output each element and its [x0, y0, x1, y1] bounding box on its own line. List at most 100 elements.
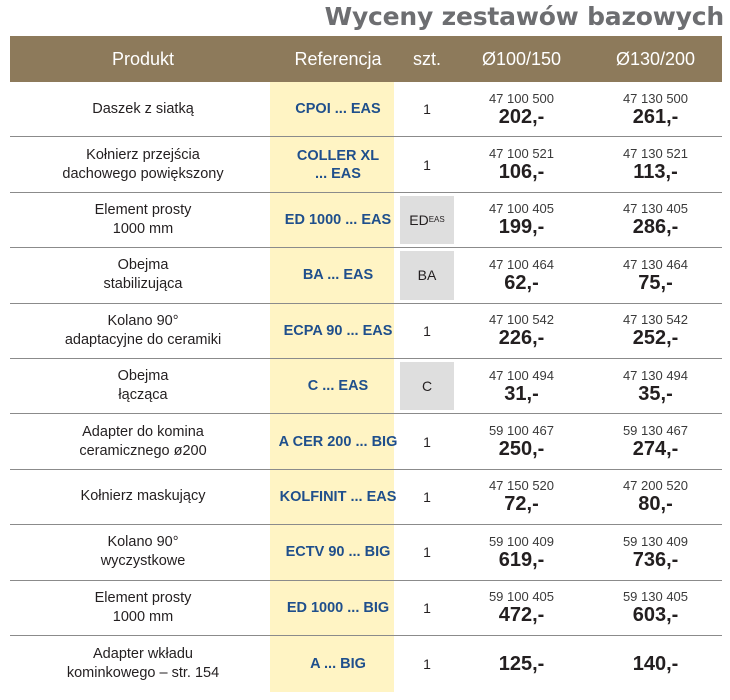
product-name: Adapter do komina ceramicznego ø200 [79, 423, 207, 459]
price-cell-130-200: 47 130 464 75,- [589, 248, 722, 302]
price: 286,- [632, 216, 679, 239]
price-cell-130-200: 47 130 405 286,- [589, 193, 722, 247]
quantity: 1 [400, 525, 454, 579]
price-cell-130-200: 47 130 494 35,- [589, 359, 722, 413]
product-name: Obejma łącząca [117, 368, 169, 404]
quantity: ED EAS [400, 195, 454, 245]
price: 472,- [498, 604, 545, 627]
reference-code: ECTV 90 ... BIG [285, 544, 391, 561]
price-cell-130-200: 140,- [589, 636, 722, 691]
quantity-value: 1 [423, 433, 431, 450]
price-table: Daszek z siatką CPOI ... EAS 1 47 100 500 20… [10, 82, 722, 691]
quantity-value: C [421, 378, 433, 395]
quantity-value: 1 [423, 599, 431, 616]
catalog-number: 47 100 521 [488, 146, 555, 162]
reference-code: BA ... EAS [302, 267, 374, 284]
price-cell-100-150: 59 100 405 472,- [454, 581, 589, 635]
reference-code: KOLFINIT ... EAS [279, 488, 397, 505]
price: 62,- [504, 271, 539, 294]
product-name: Kolano 90° wyczystkowe [100, 534, 186, 570]
price: 736,- [632, 548, 679, 571]
price-cell-100-150: 59 100 409 619,- [454, 525, 589, 579]
reference-code: ED 1000 ... BIG [286, 599, 390, 616]
quantity: 1 [400, 304, 454, 358]
quantity: 1 [400, 581, 454, 635]
price-cell-100-150: 47 100 521 106,- [454, 137, 589, 191]
reference-code: CPOI ... EAS [295, 101, 381, 118]
quantity: 1 [400, 414, 454, 468]
price-cell-130-200: 47 200 520 80,- [589, 470, 722, 524]
catalog-number: 59 130 405 [622, 589, 689, 605]
table-row: Element prosty 1000 mm ED 1000 ... EAS ED E… [10, 193, 722, 249]
product-name: Daszek z siatką [92, 100, 194, 117]
reference-code: A ... BIG [310, 655, 366, 672]
price: 72,- [504, 493, 539, 516]
price: 202,- [498, 105, 545, 128]
quantity-value: 1 [423, 544, 431, 561]
table-row: Obejma łącząca C ... EAS C 47 100 494 31,- 47… [10, 359, 722, 415]
catalog-number: 59 130 409 [622, 533, 689, 549]
price: 125,- [498, 652, 545, 675]
quantity-value: 1 [423, 488, 431, 505]
price: 619,- [498, 548, 545, 571]
price: 80,- [638, 493, 673, 516]
price: 274,- [632, 438, 679, 461]
quantity: 1 [400, 470, 454, 524]
quantity: 1 [400, 137, 454, 191]
header-diameter-130-200: Ø130/200 [615, 48, 696, 69]
price-cell-100-150: 47 100 500 202,- [454, 82, 589, 136]
header-qty: szt. [412, 48, 441, 69]
price: 106,- [498, 161, 545, 184]
catalog-number: 47 130 542 [622, 312, 689, 328]
catalog-number: 47 130 500 [622, 90, 689, 106]
product-name: Element prosty 1000 mm [94, 589, 192, 625]
header-reference: Referencja [294, 48, 382, 69]
price-cell-130-200: 47 130 500 261,- [589, 82, 722, 136]
price-cell-100-150: 59 100 467 250,- [454, 414, 589, 468]
price: 603,- [632, 604, 679, 627]
price: 252,- [632, 327, 679, 350]
quantity-subscript: EAS [428, 215, 445, 225]
quantity: C [400, 361, 454, 411]
price: 35,- [638, 382, 673, 405]
product-name: Obejma stabilizująca [103, 257, 183, 293]
table-row: Obejma stabilizująca BA ... EAS BA 47 100 4… [10, 248, 722, 304]
price-cell-130-200: 47 130 542 252,- [589, 304, 722, 358]
reference-code: ED 1000 ... EAS [284, 211, 392, 228]
price: 113,- [633, 161, 678, 184]
price-cell-130-200: 59 130 467 274,- [589, 414, 722, 468]
reference-column-highlight [270, 82, 394, 692]
quantity: 1 [400, 82, 454, 136]
price-cell-130-200: 47 130 521 113,- [589, 137, 722, 191]
reference-code: A CER 200 ... BIG [278, 433, 398, 450]
table-header: Produkt Referencja szt. Ø100/150 Ø130/20… [10, 36, 722, 82]
table-row: Kołnierz maskujący KOLFINIT ... EAS 1 47 15… [10, 470, 722, 526]
catalog-number: 47 100 464 [488, 256, 555, 272]
catalog-number: 59 100 409 [488, 533, 555, 549]
header-product: Produkt [111, 48, 175, 69]
header-diameter-100-150: Ø100/150 [481, 48, 562, 69]
product-name: Kolano 90° adaptacyjne do ceramiki [64, 312, 222, 348]
price-cell-100-150: 47 100 494 31,- [454, 359, 589, 413]
catalog-number: 47 150 520 [488, 478, 555, 494]
reference-code: C ... EAS [307, 378, 369, 395]
price: 31,- [504, 382, 539, 405]
quantity-value: 1 [423, 655, 431, 672]
price: 75,- [638, 271, 673, 294]
table-row: Adapter do komina ceramicznego ø200 A CER… [10, 414, 722, 470]
price-cell-130-200: 59 130 409 736,- [589, 525, 722, 579]
catalog-number: 47 100 500 [488, 90, 555, 106]
catalog-number: 47 100 542 [488, 312, 555, 328]
price-cell-100-150: 47 150 520 72,- [454, 470, 589, 524]
table-row: Adapter wkładu kominkowego – str. 154 A .… [10, 636, 722, 691]
catalog-number: 47 130 405 [622, 201, 689, 217]
price: 226,- [498, 327, 545, 350]
catalog-number: 47 130 521 [622, 146, 689, 162]
price-cell-100-150: 47 100 405 199,- [454, 193, 589, 247]
quantity-value: 1 [423, 322, 431, 339]
price: 199,- [498, 216, 545, 239]
quantity-value: BA [417, 267, 437, 284]
catalog-number: 59 100 467 [488, 423, 555, 439]
reference-code: ECPA 90 ... EAS [283, 322, 393, 339]
price-cell-130-200: 59 130 405 603,- [589, 581, 722, 635]
